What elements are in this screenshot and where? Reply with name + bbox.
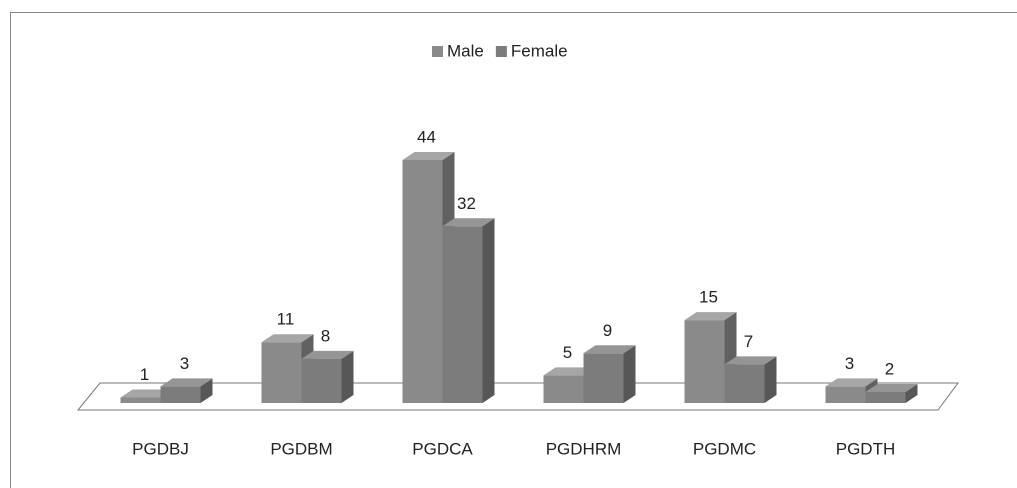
bar xyxy=(724,356,777,403)
bar-face xyxy=(865,391,906,403)
bar-face xyxy=(825,378,878,387)
bar-face xyxy=(341,350,354,403)
data-label: 1 xyxy=(140,365,149,384)
data-label: 5 xyxy=(563,343,572,362)
bar-face xyxy=(543,367,596,376)
bar-face xyxy=(764,356,777,403)
bar-face xyxy=(623,345,636,403)
x-tick-label: PGDHRM xyxy=(546,439,622,458)
bar xyxy=(160,378,213,403)
bar-face xyxy=(825,386,866,403)
bar-face xyxy=(442,226,483,403)
bar xyxy=(301,350,354,403)
x-tick-label: PGDMC xyxy=(693,439,756,458)
bar-face xyxy=(301,350,354,359)
data-label: 3 xyxy=(180,354,189,373)
bar-face xyxy=(684,320,725,403)
bar-face xyxy=(543,375,584,403)
bar-face xyxy=(120,389,173,398)
bar-face xyxy=(301,358,342,403)
floor xyxy=(76,382,959,411)
bar-face xyxy=(160,378,213,387)
bar-face xyxy=(200,378,213,403)
bar xyxy=(583,345,636,403)
bar-face xyxy=(724,356,777,365)
legend-label: Female xyxy=(511,41,568,60)
bar-face xyxy=(160,386,201,403)
bar-face xyxy=(482,218,495,403)
chart-border xyxy=(10,12,1017,488)
bar-face xyxy=(724,364,765,403)
bar-face xyxy=(261,334,314,343)
legend-swatch xyxy=(495,46,507,57)
bar xyxy=(865,383,918,403)
data-label: 15 xyxy=(699,288,718,307)
x-tick-label: PGDBJ xyxy=(132,439,189,458)
data-label: 11 xyxy=(277,310,295,329)
legend-label: Male xyxy=(447,41,484,60)
bar-face xyxy=(865,383,918,392)
bar-face xyxy=(684,312,737,321)
x-tick-label: PGDCA xyxy=(412,439,473,458)
bar-face xyxy=(583,345,636,354)
data-label: 9 xyxy=(603,321,612,340)
data-label: 44 xyxy=(417,127,436,146)
bar-face xyxy=(261,342,302,403)
x-tick-label: PGDTH xyxy=(836,439,896,458)
data-label: 8 xyxy=(321,326,330,345)
data-label: 7 xyxy=(744,332,753,351)
legend-swatch xyxy=(432,46,443,57)
bar-face xyxy=(583,353,624,403)
bar-face xyxy=(402,160,443,403)
bar xyxy=(442,218,495,403)
data-label: 2 xyxy=(885,359,894,378)
x-tick-label: PGDBM xyxy=(270,439,332,458)
bar-face xyxy=(120,397,161,403)
data-label: 3 xyxy=(845,354,854,373)
bar-face xyxy=(905,383,918,403)
bar-face xyxy=(442,218,495,227)
data-label: 32 xyxy=(457,194,476,213)
bar-face xyxy=(402,152,455,160)
